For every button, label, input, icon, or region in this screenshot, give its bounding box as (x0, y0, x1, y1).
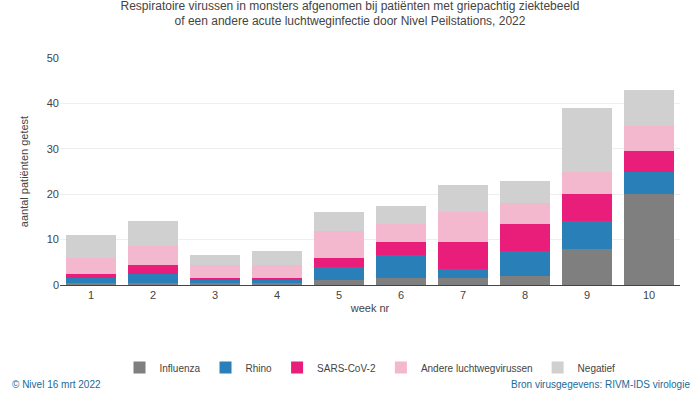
svg-text:10: 10 (47, 233, 59, 245)
svg-text:40: 40 (47, 97, 59, 109)
svg-text:0: 0 (53, 279, 59, 291)
svg-text:6: 6 (398, 289, 404, 301)
svg-text:aantal patiënten getest: aantal patiënten getest (18, 116, 30, 227)
svg-text:1: 1 (88, 289, 94, 301)
svg-text:7: 7 (460, 289, 466, 301)
svg-text:8: 8 (522, 289, 528, 301)
svg-text:50: 50 (47, 52, 59, 64)
svg-text:2: 2 (150, 289, 156, 301)
svg-text:9: 9 (584, 289, 590, 301)
svg-text:Negatief: Negatief (578, 363, 615, 374)
svg-text:Rhino: Rhino (246, 363, 273, 374)
svg-text:Bron virusgegevens: RIVM-IDS v: Bron virusgegevens: RIVM-IDS virologie (511, 379, 690, 390)
svg-text:10: 10 (643, 289, 655, 301)
svg-text:Influenza: Influenza (160, 363, 201, 374)
svg-text:30: 30 (47, 143, 59, 155)
svg-text:Respiratoire virussen in monst: Respiratoire virussen in monsters afgeno… (121, 0, 580, 28)
svg-text:© Nivel 16 mrt 2022: © Nivel 16 mrt 2022 (12, 379, 101, 390)
svg-text:5: 5 (336, 289, 342, 301)
svg-text:20: 20 (47, 188, 59, 200)
svg-text:3: 3 (212, 289, 218, 301)
svg-text:Andere luchtwegvirussen: Andere luchtwegvirussen (421, 363, 533, 374)
svg-text:SARS-CoV-2: SARS-CoV-2 (317, 363, 376, 374)
svg-text:week nr: week nr (350, 302, 390, 314)
svg-text:4: 4 (274, 289, 280, 301)
